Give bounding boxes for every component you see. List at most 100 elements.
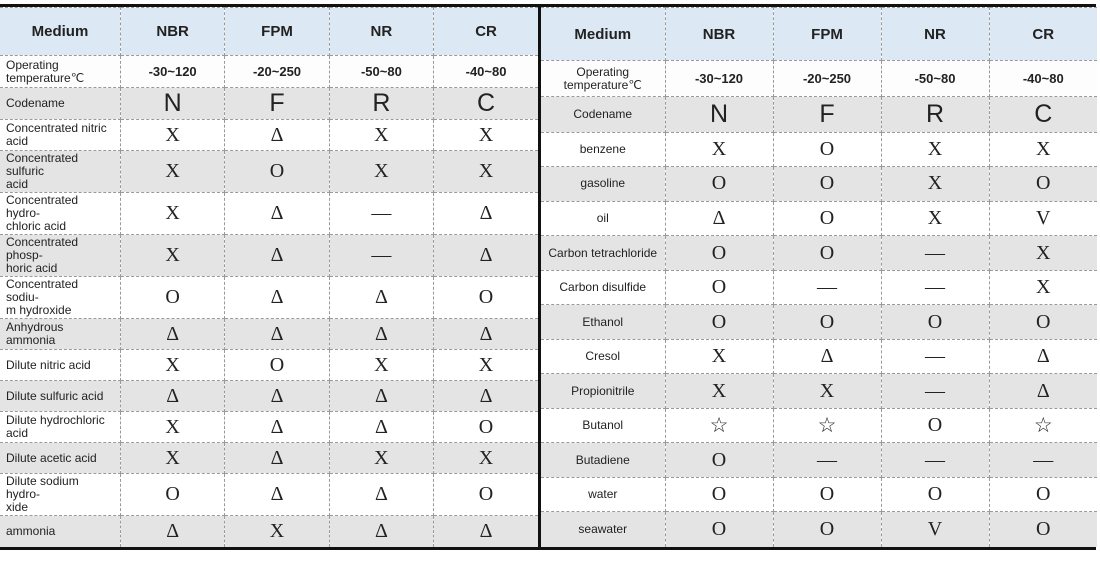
rating-cell: X: [880, 166, 990, 202]
table-row: Concentrated sulfuric acid X O X X: [0, 150, 538, 193]
rating-cell: O: [772, 476, 882, 513]
rating-cell: O: [664, 476, 774, 513]
rating-cell: X: [328, 442, 435, 474]
rating-cell: O: [433, 473, 538, 516]
rating-cell: O: [664, 442, 774, 478]
rating-cell: Δ: [433, 380, 538, 412]
medium-cell: Carbon disulfide: [541, 269, 666, 306]
rating-cell: ☆: [772, 407, 882, 444]
temperature-range-cell: -30~120: [119, 55, 226, 88]
codename-cell: C: [433, 87, 538, 120]
rating-cell: —: [880, 269, 990, 306]
rating-cell: —: [880, 235, 990, 271]
rating-cell: Δ: [224, 442, 330, 474]
rating-cell: X: [988, 131, 1097, 168]
medium-cell: Ethanol: [541, 304, 666, 340]
rating-cell: O: [988, 304, 1097, 340]
rating-cell: O: [880, 304, 990, 340]
rating-cell: O: [433, 411, 538, 443]
table-row: Carbon disulfide O — — X: [541, 269, 1097, 306]
rating-cell: Δ: [224, 473, 330, 516]
rating-cell: Δ: [224, 380, 330, 412]
rating-cell: X: [433, 150, 538, 193]
column-header-material: FPM: [224, 7, 330, 56]
table-row: Dilute acetic acid X Δ X X: [0, 442, 538, 474]
rating-cell: X: [664, 338, 774, 375]
table-row: Dilute nitric acid X O X X: [0, 349, 538, 381]
rating-cell: Δ: [328, 318, 435, 350]
table-row: Butanol ☆ ☆ O ☆: [541, 407, 1097, 444]
codename-label: Codename: [0, 87, 121, 120]
table-row: Cresol X Δ — Δ: [541, 338, 1097, 375]
rating-cell: Δ: [224, 411, 330, 443]
medium-cell: Concentrated sulfuric acid: [0, 150, 121, 193]
rating-cell: V: [880, 511, 990, 547]
rating-cell: ☆: [664, 407, 774, 444]
rating-cell: O: [772, 511, 882, 547]
rating-cell: V: [988, 200, 1097, 237]
rating-cell: X: [328, 119, 435, 151]
rating-cell: O: [433, 276, 538, 319]
temperature-range-cell: -40~80: [433, 55, 538, 88]
rating-cell: O: [988, 166, 1097, 202]
medium-cell: ammonia: [0, 515, 121, 547]
medium-cell: water: [541, 476, 666, 513]
operating-temperature-label: Operating temperature℃: [541, 60, 666, 98]
rating-cell: O: [772, 235, 882, 271]
rating-cell: X: [119, 411, 226, 443]
rating-cell: X: [119, 119, 226, 151]
table-row: water O O O O: [541, 476, 1097, 513]
codename-cell: F: [224, 87, 330, 120]
rating-cell: ☆: [988, 407, 1097, 444]
table-row: Medium NBR FPM NR CR: [0, 7, 538, 56]
rating-cell: O: [880, 476, 990, 513]
column-header-material: NBR: [664, 6, 774, 62]
rating-cell: Δ: [328, 380, 435, 412]
compatibility-tables-frame: Medium NBR FPM NR CR Operating temperature℃ -3…: [0, 4, 1097, 550]
codename-cell: C: [988, 96, 1097, 133]
rating-cell: Δ: [988, 373, 1097, 409]
medium-cell: Concentrated sodiu- m hydroxide: [0, 276, 121, 319]
column-header-material: NR: [328, 7, 435, 56]
codename-cell: R: [328, 87, 435, 120]
rating-cell: Δ: [119, 318, 226, 350]
rating-cell: Δ: [772, 338, 882, 375]
medium-cell: Dilute sulfuric acid: [0, 380, 121, 412]
rating-cell: X: [880, 131, 990, 168]
rating-cell: O: [664, 235, 774, 271]
rating-cell: —: [880, 373, 990, 409]
rating-cell: —: [328, 192, 435, 235]
rating-cell: —: [988, 442, 1097, 478]
rating-cell: Δ: [224, 234, 330, 277]
rating-cell: Δ: [119, 515, 226, 547]
medium-cell: Propionitrile: [541, 373, 666, 409]
table-row: ammonia Δ X Δ Δ: [0, 515, 538, 547]
temperature-range-cell: -30~120: [664, 60, 774, 98]
medium-cell: Concentrated nitric acid: [0, 119, 121, 151]
column-header-material: CR: [988, 6, 1097, 62]
medium-cell: benzene: [541, 131, 666, 168]
medium-cell: Butadiene: [541, 442, 666, 478]
table-row: Concentrated sodiu- m hydroxide O Δ Δ O: [0, 276, 538, 319]
temperature-range-cell: -20~250: [224, 55, 330, 88]
rating-cell: X: [433, 349, 538, 381]
column-header-medium: Medium: [541, 6, 666, 62]
temperature-range-cell: -50~80: [880, 60, 990, 98]
rating-cell: X: [988, 269, 1097, 306]
rating-cell: —: [328, 234, 435, 277]
table-row: Ethanol O O O O: [541, 304, 1097, 340]
column-header-material: NR: [880, 6, 990, 62]
rating-cell: X: [224, 515, 330, 547]
medium-cell: seawater: [541, 511, 666, 547]
rating-cell: O: [880, 407, 990, 444]
rating-cell: O: [772, 200, 882, 237]
table-row: Concentrated nitric acid X Δ X X: [0, 119, 538, 151]
rating-cell: O: [224, 349, 330, 381]
rating-cell: O: [224, 150, 330, 193]
rating-cell: O: [772, 166, 882, 202]
medium-cell: Dilute acetic acid: [0, 442, 121, 474]
medium-cell: Carbon tetrachloride: [541, 235, 666, 271]
rating-cell: X: [772, 373, 882, 409]
rating-cell: Δ: [328, 276, 435, 319]
